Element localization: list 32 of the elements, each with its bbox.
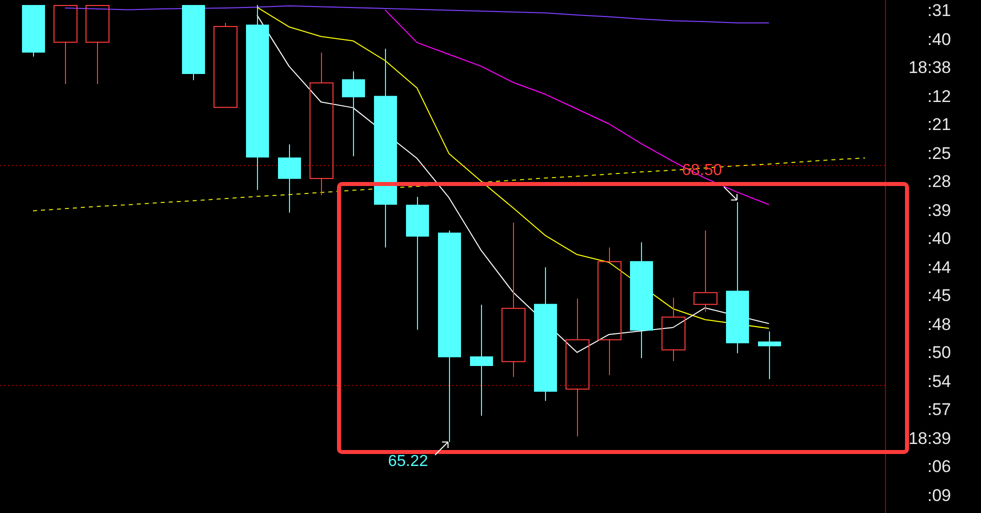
text: :44 <box>927 258 951 278</box>
text: 65.22 <box>388 453 428 471</box>
candlestick <box>758 330 781 380</box>
text: 18:39 <box>908 428 951 448</box>
candlestick <box>54 5 78 85</box>
text: :40 <box>927 30 951 50</box>
text: :28 <box>927 172 951 192</box>
candlestick <box>278 144 301 214</box>
text: :45 <box>927 286 951 306</box>
text: :09 <box>927 486 951 506</box>
text: :40 <box>927 229 951 249</box>
candlestick <box>86 5 110 85</box>
text: :54 <box>927 372 951 392</box>
candlestick <box>694 230 718 312</box>
candlestick <box>598 247 622 376</box>
text: :12 <box>927 86 951 106</box>
candlestick <box>342 70 365 157</box>
text: :31 <box>927 1 951 21</box>
text: :50 <box>927 343 951 363</box>
text: :39 <box>927 200 951 220</box>
text: :57 <box>927 400 951 420</box>
text: :06 <box>927 457 951 477</box>
candlestick <box>310 52 334 196</box>
candlestick <box>470 304 493 416</box>
candlestick <box>566 298 590 437</box>
candlestick <box>662 297 686 362</box>
text: :21 <box>927 115 951 135</box>
candlestick <box>502 222 526 378</box>
text: 18:38 <box>908 58 951 78</box>
text: :48 <box>927 314 951 334</box>
candlestick <box>214 22 238 108</box>
text: :25 <box>927 144 951 164</box>
